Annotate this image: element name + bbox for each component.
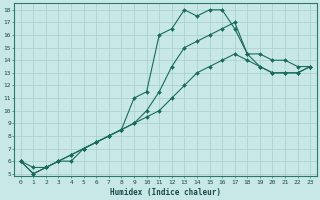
X-axis label: Humidex (Indice chaleur): Humidex (Indice chaleur) [110,188,221,197]
